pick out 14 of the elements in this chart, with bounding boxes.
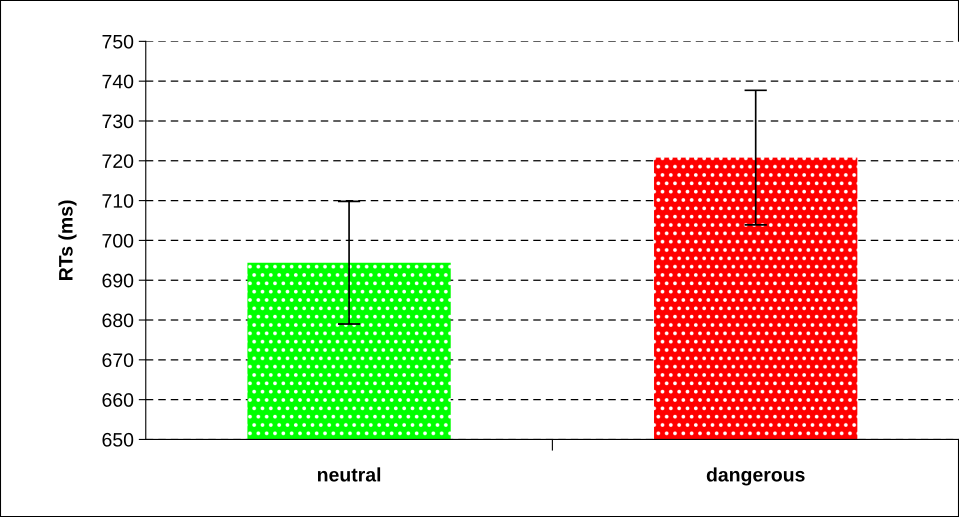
x-tick-label: neutral — [318, 467, 380, 482]
y-tick-label: 710 — [102, 194, 134, 208]
y-axis-title: RTs (ms) — [58, 200, 77, 280]
y-tick-label: 670 — [102, 353, 134, 368]
y-tick-label: 680 — [102, 313, 134, 328]
y-tick-label: 750 — [102, 34, 134, 49]
y-tick-label: 660 — [102, 393, 134, 407]
y-tick-label: 650 — [102, 432, 134, 447]
y-tick-label: 720 — [102, 154, 134, 168]
y-tick-label: 730 — [102, 114, 134, 128]
y-tick-label: 740 — [102, 74, 134, 88]
y-tick-label: 700 — [102, 234, 134, 248]
x-tick-label: dangerous — [706, 467, 805, 486]
y-tick-label: 690 — [102, 274, 134, 288]
